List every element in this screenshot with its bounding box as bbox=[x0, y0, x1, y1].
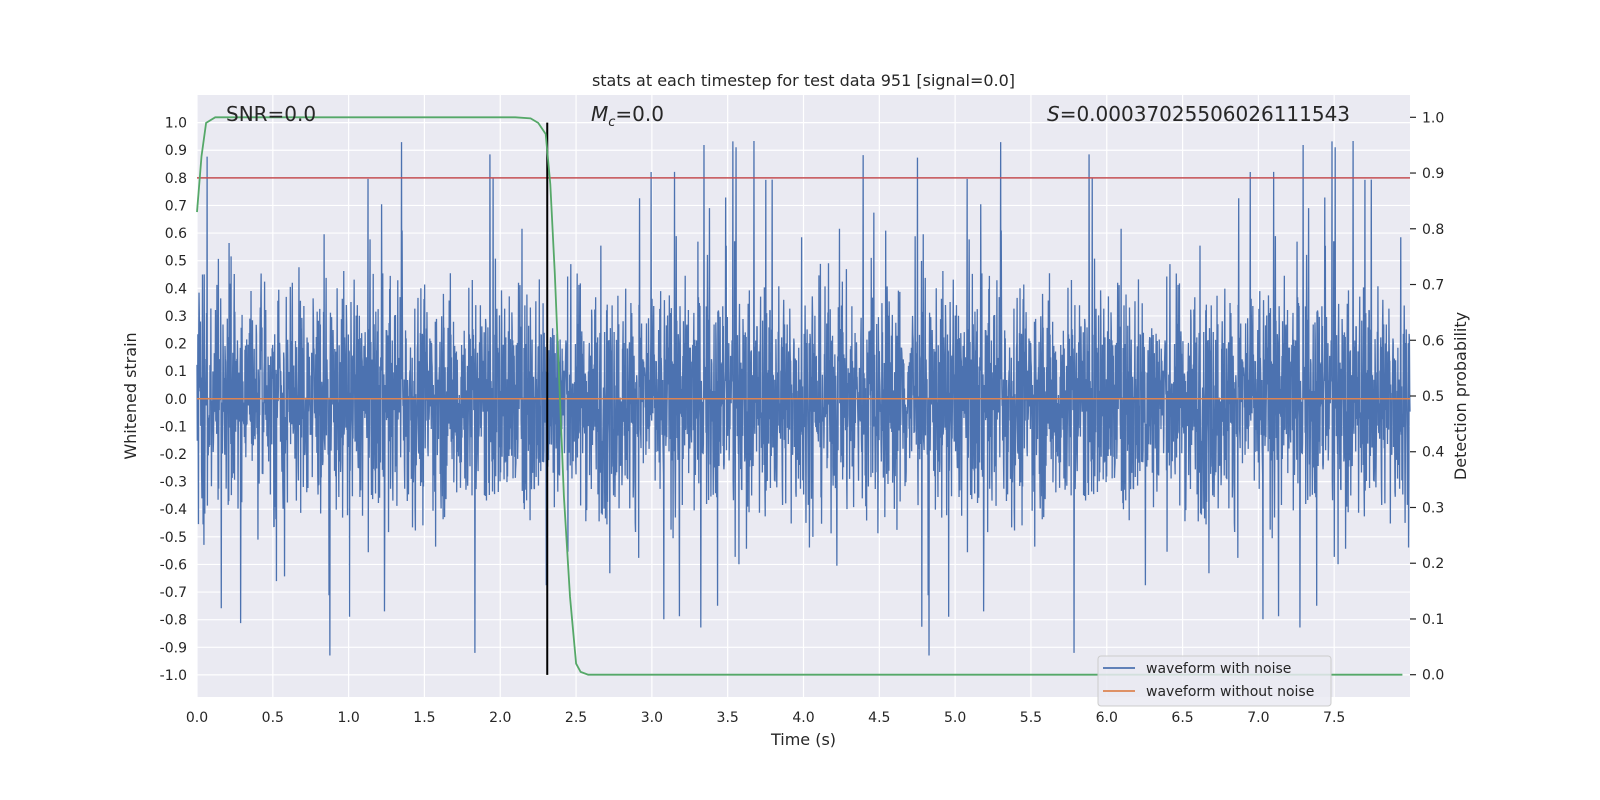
chart-title: stats at each timestep for test data 951… bbox=[592, 71, 1015, 90]
x-axis-label: Time (s) bbox=[770, 730, 836, 749]
y2-tick-label: 0.8 bbox=[1422, 222, 1444, 238]
legend-label-waveform-with-noise: waveform with noise bbox=[1146, 661, 1291, 677]
y-tick-label: 0.2 bbox=[165, 337, 187, 353]
s-value: =0.00037025506026111543 bbox=[1060, 102, 1350, 126]
mc-symbol: M bbox=[591, 102, 608, 126]
y2-tick-label: 0.0 bbox=[1422, 668, 1444, 684]
chirp-mass-annotation: Mc=0.0 bbox=[591, 102, 664, 130]
y-axis-label: Whitened strain bbox=[121, 332, 140, 459]
x-tick-label: 4.0 bbox=[792, 710, 814, 726]
x-tick-label: 7.5 bbox=[1323, 710, 1345, 726]
y-tick-label: 0.5 bbox=[165, 254, 187, 270]
legend: waveform with noise waveform without noi… bbox=[1097, 655, 1332, 707]
y-tick-label: -0.9 bbox=[160, 640, 187, 656]
y-tick-label: 0.7 bbox=[165, 198, 187, 214]
x-tick-label: 1.0 bbox=[337, 710, 359, 726]
series-detection-probability bbox=[196, 116, 1403, 676]
y-tick-label: -0.8 bbox=[160, 613, 187, 629]
noise-trace bbox=[196, 140, 1411, 656]
x-tick-label: 0.0 bbox=[186, 710, 208, 726]
y-tick-label: -0.4 bbox=[160, 502, 187, 518]
x-axis-ticks: 0.0 0.5 1.0 1.5 2.0 2.5 3.0 3.5 4.0 4.5 5.0 5.5 6.0 6… bbox=[186, 710, 1345, 726]
y-tick-label: -1.0 bbox=[160, 668, 187, 684]
s-symbol: S bbox=[1047, 102, 1060, 126]
y-tick-label: -0.6 bbox=[160, 557, 187, 573]
y-tick-label: 0.0 bbox=[165, 392, 187, 408]
snr-annotation: SNR=0.0 bbox=[226, 102, 316, 126]
x-tick-label: 7.0 bbox=[1247, 710, 1269, 726]
y2-tick-label: 0.6 bbox=[1422, 333, 1444, 349]
y-tick-label: -0.2 bbox=[160, 447, 187, 463]
x-tick-label: 2.0 bbox=[489, 710, 511, 726]
x-tick-label: 4.5 bbox=[868, 710, 890, 726]
x-tick-label: 5.0 bbox=[944, 710, 966, 726]
x-tick-label: 6.5 bbox=[1171, 710, 1193, 726]
y-tick-label: 0.6 bbox=[165, 226, 187, 242]
y2-tick-label: 0.4 bbox=[1422, 445, 1444, 461]
y2-axis-ticks: 1.0 0.9 0.8 0.7 0.6 0.5 0.4 0.3 0.2 0.1 0.0 bbox=[1410, 110, 1444, 684]
x-tick-label: 3.5 bbox=[717, 710, 739, 726]
x-tick-label: 5.5 bbox=[1020, 710, 1042, 726]
y-tick-label: 0.4 bbox=[165, 281, 187, 297]
y-tick-label: 0.3 bbox=[165, 309, 187, 325]
s-statistic-annotation: S=0.00037025506026111543 bbox=[1047, 102, 1350, 126]
y2-tick-label: 1.0 bbox=[1422, 110, 1444, 126]
y2-tick-label: 0.7 bbox=[1422, 278, 1444, 294]
y-tick-label: 0.9 bbox=[165, 143, 187, 159]
mc-value: =0.0 bbox=[615, 102, 664, 126]
y2-tick-label: 0.9 bbox=[1422, 166, 1444, 182]
y-tick-label: -0.3 bbox=[160, 475, 187, 491]
x-tick-label: 3.0 bbox=[641, 710, 663, 726]
y2-tick-label: 0.5 bbox=[1422, 389, 1444, 405]
y-tick-label: 0.1 bbox=[165, 364, 187, 380]
y2-tick-label: 0.1 bbox=[1422, 612, 1444, 628]
x-tick-label: 1.5 bbox=[413, 710, 435, 726]
legend-label-waveform-without-noise: waveform without noise bbox=[1146, 684, 1314, 700]
y-tick-label: -0.1 bbox=[160, 419, 187, 435]
y2-tick-label: 0.2 bbox=[1422, 556, 1444, 572]
y-axis-ticks: 1.0 0.9 0.8 0.7 0.6 0.5 0.4 0.3 0.2 0.1 0.0 -0.1 -0.… bbox=[160, 116, 187, 684]
y-tick-label: -0.5 bbox=[160, 530, 187, 546]
x-tick-label: 0.5 bbox=[262, 710, 284, 726]
y-tick-label: 0.8 bbox=[165, 171, 187, 187]
series-waveform-with-noise bbox=[196, 140, 1411, 656]
mc-subscript: c bbox=[608, 115, 615, 130]
legend-box bbox=[1097, 655, 1332, 707]
y2-axis-label: Detection probability bbox=[1451, 312, 1470, 480]
x-tick-label: 2.5 bbox=[565, 710, 587, 726]
y2-tick-label: 0.3 bbox=[1422, 500, 1444, 516]
x-tick-label: 6.0 bbox=[1096, 710, 1118, 726]
y-tick-label: 1.0 bbox=[165, 116, 187, 132]
y-tick-label: -0.7 bbox=[160, 585, 187, 601]
